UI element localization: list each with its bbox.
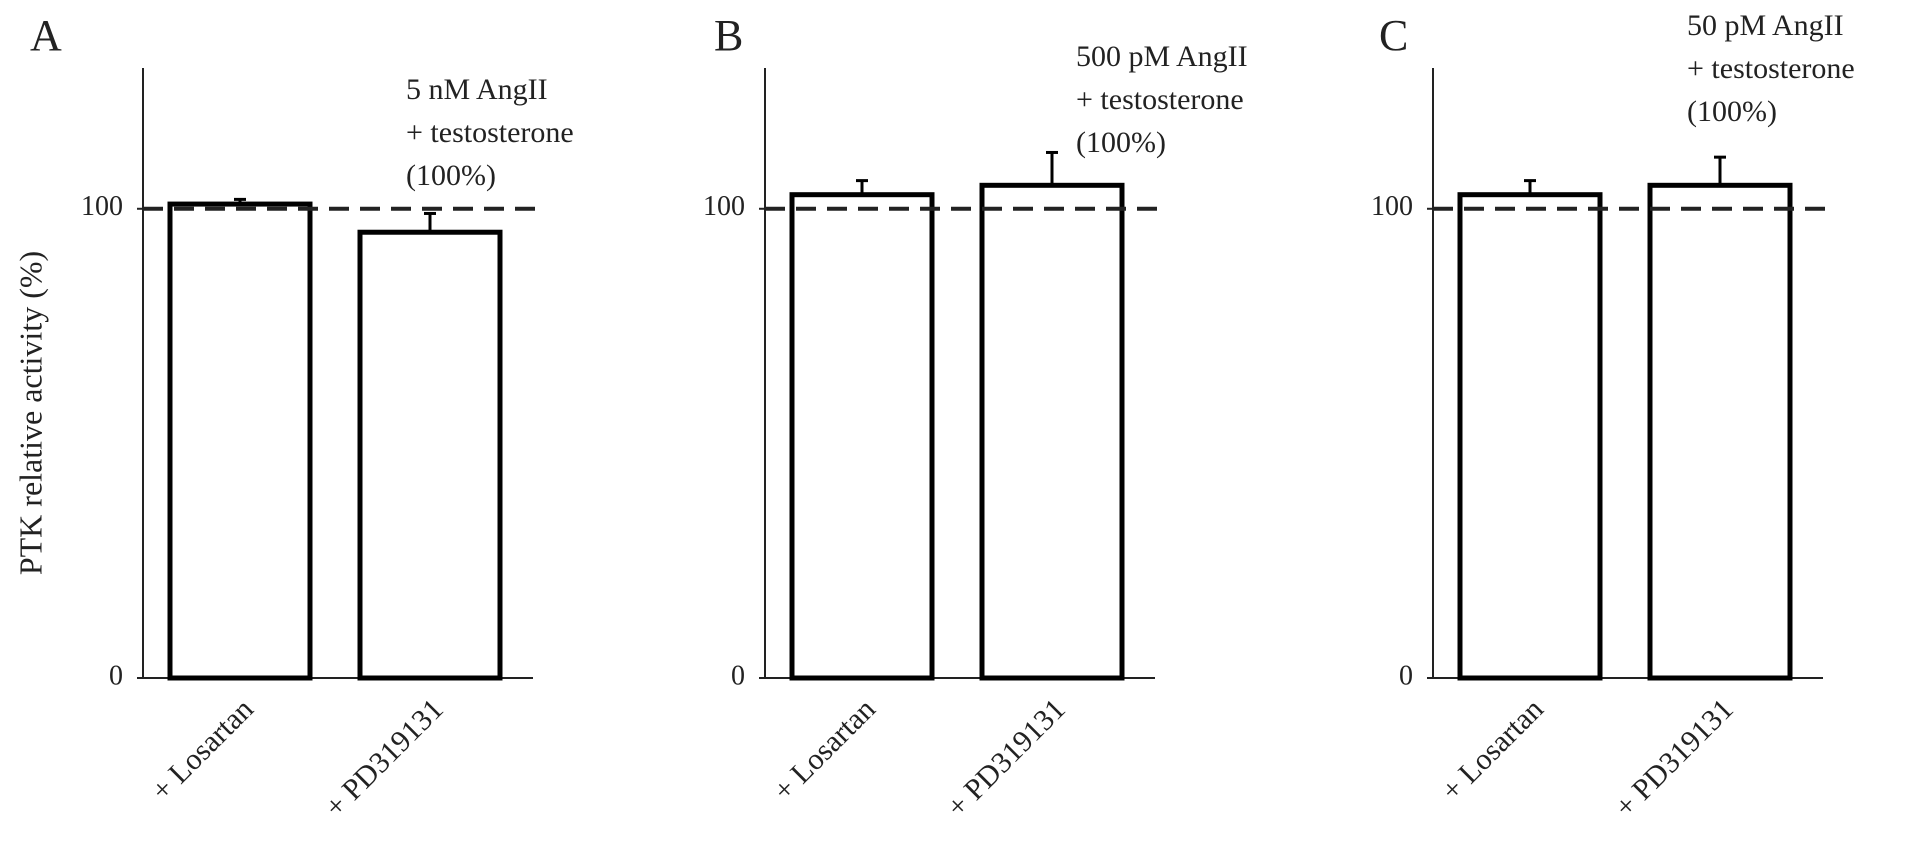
x-tick-label: + PD319131 [318,692,449,823]
bar [979,182,1125,681]
y-tick-label: 0 [1399,660,1413,691]
y-tick-label: 100 [81,191,123,222]
y-tick-label: 100 [703,191,745,222]
y-axis-label: PTK relative activity (%) [12,251,48,575]
x-tick-label: + Losartan [1435,692,1550,807]
bar [1647,182,1793,681]
y-tick-label: 0 [109,660,123,691]
x-tick-label: + PD319131 [940,692,1071,823]
bar [1457,192,1603,681]
panel-label: B [714,11,743,60]
x-tick-label: + Losartan [767,692,882,807]
bar [167,201,313,681]
annotation: + testosterone [406,116,574,149]
x-tick-label: + PD319131 [1608,692,1739,823]
annotation: (100%) [406,159,496,192]
annotation: 500 pM AngII [1076,40,1248,73]
bar [789,192,935,681]
bar [357,229,503,681]
annotation: (100%) [1076,126,1166,159]
annotation: + testosterone [1687,52,1855,85]
annotation: 50 pM AngII [1687,9,1844,42]
annotation: (100%) [1687,95,1777,128]
annotation: 5 nM AngII [406,73,548,106]
y-tick-label: 0 [731,660,745,691]
panel-label: A [30,11,62,60]
x-tick-label: + Losartan [145,692,260,807]
annotation: + testosterone [1076,83,1244,116]
y-tick-label: 100 [1371,191,1413,222]
panel-label: C [1379,11,1408,60]
